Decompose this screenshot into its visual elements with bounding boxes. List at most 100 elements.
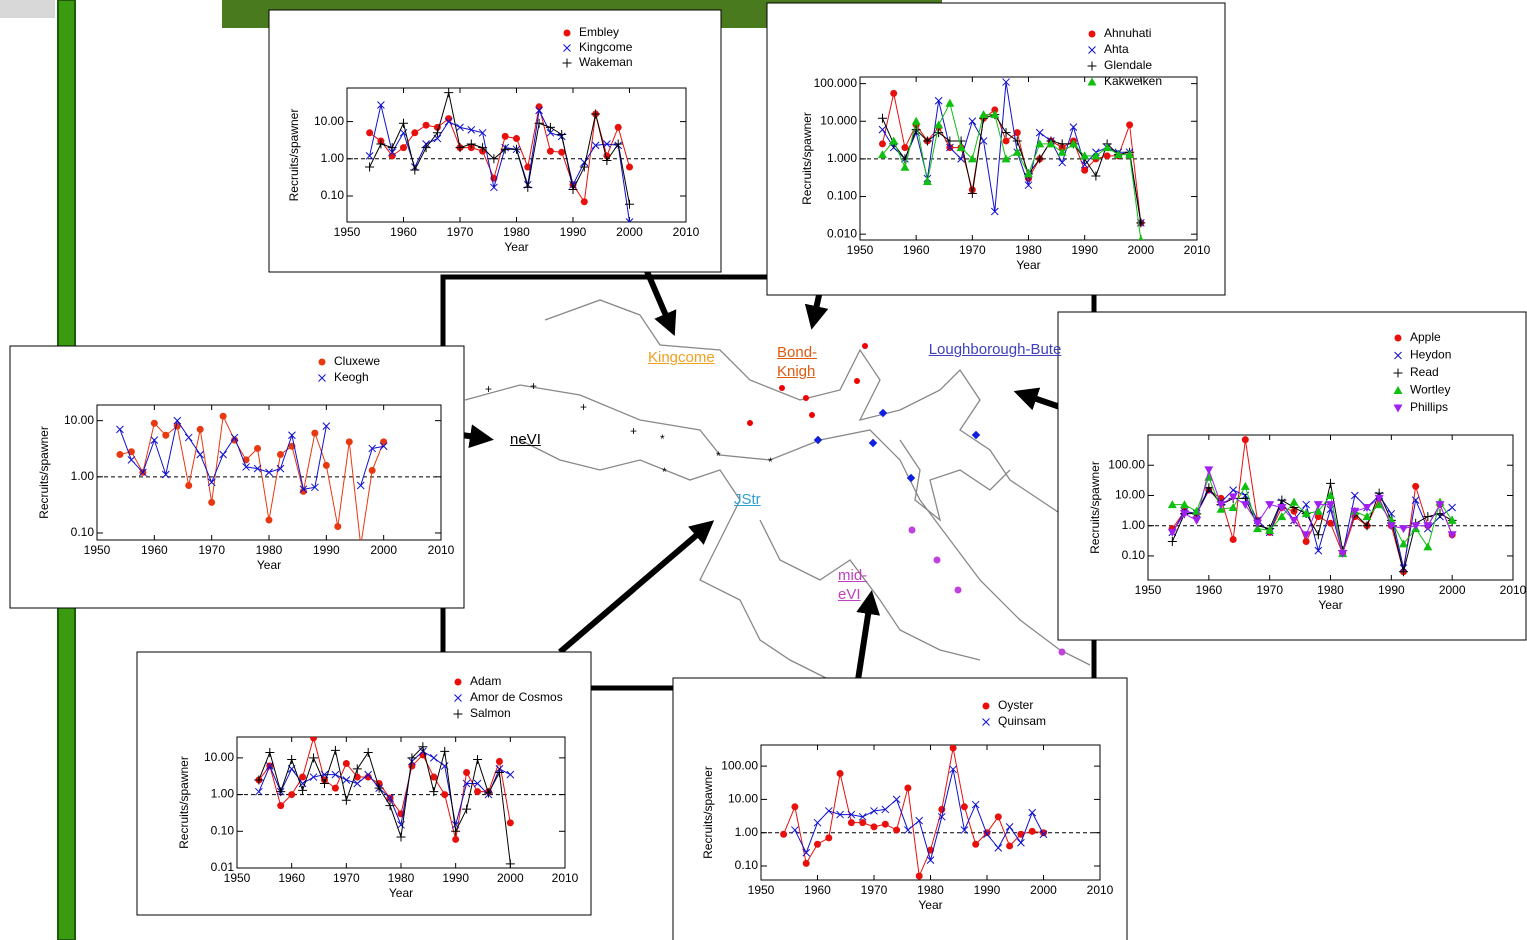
marker [814,841,821,848]
site [803,395,809,401]
y-axis-label: Recruits/spawner [287,109,301,202]
coastline [545,300,1070,520]
site [909,527,916,534]
x-tick-label: 2010 [673,225,700,239]
legend-label: Quinsam [998,714,1046,728]
legend-label: Phillips [1410,400,1448,414]
site: * [716,449,721,463]
y-tick-label: 10.00 [204,750,234,764]
y-axis-label: Recruits/spawner [1088,461,1102,554]
marker [208,499,215,506]
y-tick-label: 0.10 [71,525,95,539]
marker [411,129,418,136]
marker [452,836,459,843]
legend-marker [319,359,326,366]
marker [995,813,1002,820]
y-tick-label: 0.10 [1122,548,1146,562]
legend-label: Kakweiken [1104,74,1162,88]
y-tick-label: 1.000 [827,151,857,165]
marker [266,517,273,524]
y-tick-label: 0.010 [827,226,857,240]
marker [972,841,979,848]
x-tick-label: 1950 [1135,583,1162,597]
marker [474,788,481,795]
legend-label: Salmon [470,706,511,720]
marker [916,873,923,880]
marker [389,152,396,159]
marker [950,744,957,751]
legend-label: Cluxewe [334,354,380,368]
x-tick-label: 1960 [804,883,831,897]
x-axis-label: Year [1318,598,1342,612]
marker [288,791,295,798]
map-label: Kingcome [648,348,718,367]
legend-label: Ahnuhati [1104,26,1151,40]
legend-label: Amor de Cosmos [470,690,563,704]
x-tick-label: 1950 [847,243,874,257]
legend-label: Adam [470,674,501,688]
marker [615,124,622,131]
legend-label: Embley [579,25,619,39]
marker [1230,536,1237,543]
x-tick-label: 1990 [560,225,587,239]
marker [803,860,810,867]
marker [323,462,330,469]
y-tick-label: 100.00 [1108,457,1145,471]
page: ++ ++ ** ** 1950196019701980199020002010… [0,0,1527,940]
site: + [485,382,492,396]
marker [513,135,520,142]
legend-marker [564,30,571,37]
marker [197,426,204,433]
x-axis-label: Year [918,898,942,912]
x-tick-label: 2000 [616,225,643,239]
x-axis-label: Year [257,558,281,572]
marker [502,133,509,140]
site [934,557,941,564]
marker [1104,152,1111,159]
marker [162,432,169,439]
x-tick-label: 2000 [1127,243,1154,257]
y-axis-label: Recruits/spawner [800,112,814,205]
legend-label: Heydon [1410,348,1451,362]
marker [859,819,866,826]
marker [277,451,284,458]
chart-panel: 19501960197019801990200020100.101.0010.0… [10,346,464,608]
site: * [660,432,665,446]
y-tick-label: 0.01 [211,860,235,874]
x-tick-label: 1980 [917,883,944,897]
legend-marker [1395,335,1402,342]
marker [581,198,588,205]
x-tick-label: 1970 [333,871,360,885]
y-tick-label: 1.00 [1122,518,1146,532]
map-frame [443,277,1094,688]
marker [901,144,908,151]
marker [343,760,350,767]
site [869,439,877,447]
y-tick-label: 1.00 [71,469,95,483]
map-label: Bond-Knigh [777,343,832,381]
x-tick-label: 1970 [959,243,986,257]
y-tick-label: 10.00 [1115,488,1145,502]
legend-label: Apple [1410,330,1441,344]
chart-panel: 19501960197019801990200020100.101.0010.0… [269,10,721,272]
marker [547,148,554,155]
marker [254,445,261,452]
marker [879,140,886,147]
site: + [580,400,587,414]
marker [277,802,284,809]
marker [1242,436,1249,443]
x-tick-label: 2010 [552,871,579,885]
marker [151,420,158,427]
marker [400,144,407,151]
arrow [560,528,705,652]
site: + [530,379,537,393]
x-tick-label: 1960 [141,543,168,557]
legend-label: Wortley [1410,383,1450,397]
site [862,343,868,349]
y-tick-label: 100.000 [814,76,858,90]
site [747,420,753,426]
marker [441,791,448,798]
legend-label: Kingcome [579,40,633,54]
marker [626,164,633,171]
